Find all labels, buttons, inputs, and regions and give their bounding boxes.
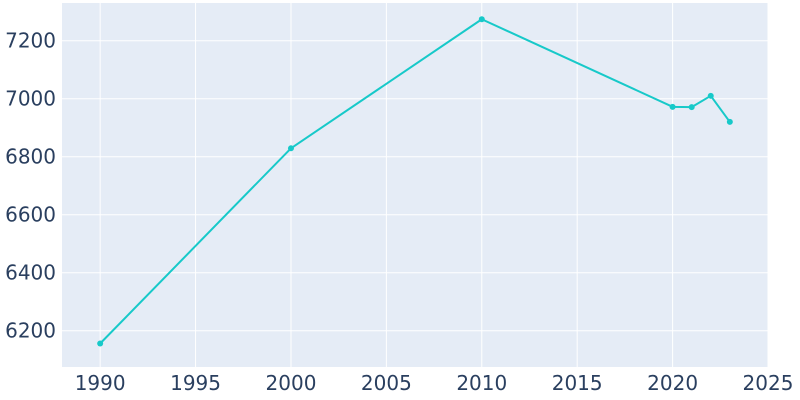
data-point xyxy=(478,16,485,23)
x-tick-label: 2005 xyxy=(361,371,412,395)
x-tick-label: 2000 xyxy=(266,371,317,395)
x-tick-label: 2020 xyxy=(647,371,698,395)
data-point xyxy=(726,118,733,125)
series-layer xyxy=(97,16,733,347)
x-tick-label: 2025 xyxy=(743,371,794,395)
plot-area xyxy=(62,3,768,367)
data-point xyxy=(688,104,695,111)
x-tick-label: 1990 xyxy=(75,371,126,395)
y-tick-label: 7000 xyxy=(5,87,56,111)
y-tick-label: 7200 xyxy=(5,29,56,53)
x-tick-label: 2015 xyxy=(552,371,603,395)
data-point xyxy=(287,145,294,152)
y-tick-label: 6200 xyxy=(5,319,56,343)
y-tick-label: 6600 xyxy=(5,203,56,227)
y-tick-label: 6400 xyxy=(5,261,56,285)
data-point xyxy=(97,340,104,347)
x-axis-tick-labels: 1990 1995 2000 2005 2010 2015 2020 2025 xyxy=(75,371,794,395)
data-point xyxy=(669,103,676,110)
y-axis-tick-labels: 6200 6400 6600 6800 7000 7200 xyxy=(5,29,56,343)
data-point xyxy=(707,92,714,99)
x-tick-label: 2010 xyxy=(456,371,507,395)
x-tick-label: 1995 xyxy=(170,371,221,395)
y-tick-label: 6800 xyxy=(5,145,56,169)
